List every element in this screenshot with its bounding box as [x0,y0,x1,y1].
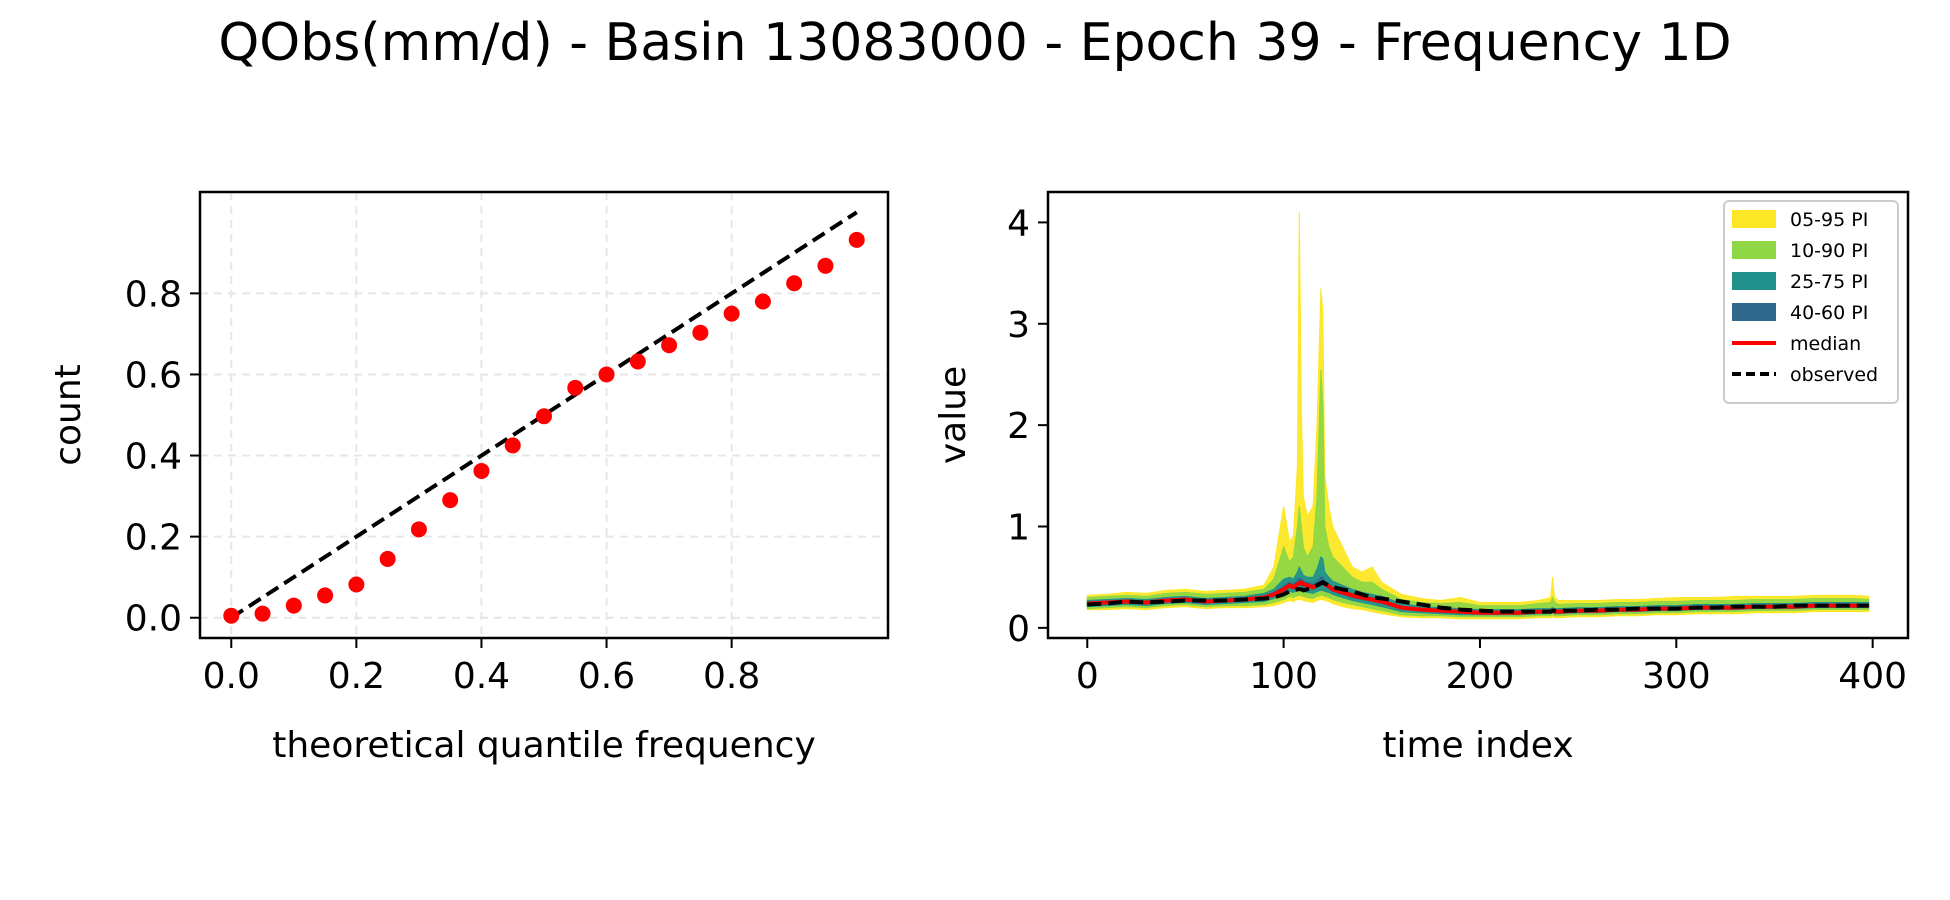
quantile-point [692,324,709,341]
legend-label: median [1790,333,1861,355]
legend-label: 25-75 PI [1790,271,1868,293]
legend-label: 10-90 PI [1790,240,1868,262]
x-tick-label: 300 [1642,656,1711,697]
timeseries-plot-frame [1046,190,1910,640]
figure-title: QObs(mm/d) - Basin 13083000 - Epoch 39 -… [218,13,1731,73]
y-tick-label: 0.4 [125,437,182,478]
y-tick-label: 4 [1007,203,1030,244]
x-tick-label: 0.4 [453,656,510,697]
quantile-point [661,337,678,354]
quantile-points [223,231,865,624]
quantile-point [285,597,302,614]
quantile-point [786,275,803,292]
x-tick-label: 100 [1249,656,1318,697]
quantile-point [817,257,834,274]
timeseries-plot: 0 100 200 300 400 0 1 2 3 4 time index value 05-… [933,190,1910,766]
quantile-plot-y-label: count [48,364,89,466]
quantile-point [442,492,459,509]
quantile-point [504,437,521,454]
timeseries-plot-y-ticks: 0 1 2 3 4 [1007,203,1048,650]
quantile-point [536,408,552,425]
quantile-point [629,353,646,370]
quantile-point [348,576,365,593]
timeseries-plot-x-ticks: 0 100 200 300 400 [1076,638,1907,697]
y-tick-label: 0.2 [125,518,182,559]
x-tick-label: 200 [1446,656,1515,697]
quantile-point [410,521,427,538]
quantile-point [254,605,271,622]
legend-label: 40-60 PI [1790,302,1868,324]
legend: 05-95 PI 10-90 PI 25-75 PI 40-60 PI median ob… [1723,200,1899,404]
quantile-plot: 0.0 0.2 0.4 0.6 0.8 0.0 0.2 0.4 0.6 0.8 theoreti… [48,190,890,766]
legend-label: observed [1790,364,1878,386]
y-tick-label: 2 [1007,406,1030,447]
quantile-plot-x-ticks: 0.0 0.2 0.4 0.6 0.8 [203,638,760,697]
y-tick-label: 0.6 [125,355,182,396]
quantile-plot-y-ticks: 0.0 0.2 0.4 0.6 0.8 [125,274,200,640]
quantile-plot-grid [200,192,888,638]
median-line [1087,579,1869,615]
quantile-point [379,550,396,567]
quantile-point [473,462,490,479]
legend-swatch [1732,272,1776,290]
quantile-point [848,231,865,248]
quantile-point [317,587,334,604]
y-tick-label: 0.8 [125,274,182,315]
y-tick-label: 0.0 [125,599,182,640]
timeseries-plot-y-label: value [933,366,974,464]
pi-band-10-90-PI [1086,369,1870,618]
legend-swatch [1732,210,1776,228]
quantile-point [567,379,584,396]
quantile-point [723,305,740,322]
legend-swatch [1732,241,1776,259]
quantile-point [223,607,240,624]
x-tick-label: 0.6 [578,656,635,697]
pi-band-05-95-PI [1086,212,1870,620]
quantile-plot-x-label: theoretical quantile frequency [272,725,816,766]
reference-line [230,210,858,620]
quantile-point [754,293,771,310]
legend-label: 05-95 PI [1790,209,1868,231]
quantile-point [598,366,615,383]
x-tick-label: 0.2 [328,656,385,697]
x-tick-label: 0 [1076,656,1099,697]
x-tick-label: 0.0 [203,656,260,697]
legend-swatch [1732,303,1776,321]
y-tick-label: 0 [1007,609,1030,650]
x-tick-label: 0.8 [703,656,760,697]
timeseries-plot-x-label: time index [1382,725,1573,766]
y-tick-label: 1 [1007,508,1030,549]
quantile-plot-frame [198,190,890,640]
x-tick-label: 400 [1838,656,1907,697]
y-tick-label: 3 [1007,305,1030,346]
